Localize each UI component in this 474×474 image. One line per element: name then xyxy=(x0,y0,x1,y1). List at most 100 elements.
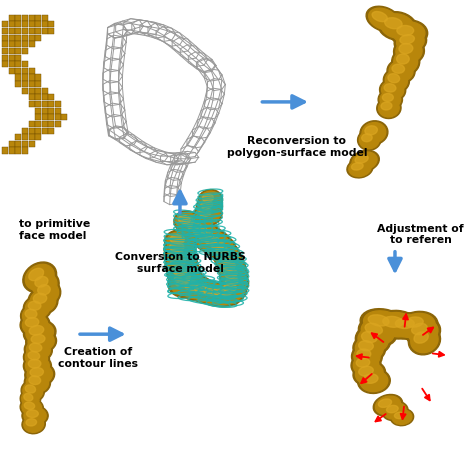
Bar xyxy=(9,48,15,54)
Ellipse shape xyxy=(393,38,424,64)
Ellipse shape xyxy=(349,160,371,176)
Bar xyxy=(28,134,35,140)
Ellipse shape xyxy=(397,31,424,52)
Ellipse shape xyxy=(185,281,201,291)
Ellipse shape xyxy=(411,328,438,353)
Ellipse shape xyxy=(167,232,194,252)
Bar xyxy=(35,114,41,120)
Ellipse shape xyxy=(383,316,403,328)
Ellipse shape xyxy=(351,163,363,170)
Ellipse shape xyxy=(379,99,399,117)
Bar xyxy=(42,88,47,94)
Ellipse shape xyxy=(408,319,438,344)
Ellipse shape xyxy=(22,391,39,407)
Ellipse shape xyxy=(365,126,377,135)
Ellipse shape xyxy=(24,402,35,410)
Bar xyxy=(9,68,15,74)
Ellipse shape xyxy=(364,374,378,383)
Ellipse shape xyxy=(31,334,45,344)
Bar xyxy=(35,121,41,127)
Ellipse shape xyxy=(395,319,414,328)
Bar xyxy=(22,134,28,140)
Bar xyxy=(9,141,15,147)
Ellipse shape xyxy=(378,12,417,40)
Ellipse shape xyxy=(29,268,44,281)
Bar xyxy=(9,55,15,61)
Bar xyxy=(22,15,28,21)
Ellipse shape xyxy=(365,323,383,335)
Bar xyxy=(2,21,9,27)
Ellipse shape xyxy=(200,232,213,241)
Ellipse shape xyxy=(22,400,42,416)
Ellipse shape xyxy=(394,50,418,73)
Bar xyxy=(35,94,41,100)
Ellipse shape xyxy=(394,412,405,419)
Ellipse shape xyxy=(225,269,237,278)
Ellipse shape xyxy=(377,98,401,118)
Bar xyxy=(28,94,35,100)
Ellipse shape xyxy=(373,394,402,416)
Ellipse shape xyxy=(26,373,48,392)
Ellipse shape xyxy=(190,223,217,243)
Ellipse shape xyxy=(393,22,425,45)
Bar xyxy=(48,101,54,107)
Ellipse shape xyxy=(384,403,406,419)
Ellipse shape xyxy=(25,318,39,327)
Ellipse shape xyxy=(211,240,224,250)
Bar xyxy=(22,28,28,34)
Bar xyxy=(28,88,35,94)
Ellipse shape xyxy=(198,197,220,216)
Bar xyxy=(35,128,41,134)
Ellipse shape xyxy=(392,48,420,75)
Ellipse shape xyxy=(205,236,219,245)
Ellipse shape xyxy=(362,123,386,143)
Ellipse shape xyxy=(33,279,61,306)
Ellipse shape xyxy=(217,251,241,271)
Ellipse shape xyxy=(180,215,203,234)
Bar xyxy=(9,28,15,34)
Ellipse shape xyxy=(372,11,387,22)
Ellipse shape xyxy=(392,410,412,424)
Ellipse shape xyxy=(170,250,184,259)
Ellipse shape xyxy=(178,213,206,236)
Ellipse shape xyxy=(356,363,383,384)
Bar xyxy=(22,21,28,27)
Bar xyxy=(55,114,61,120)
Ellipse shape xyxy=(181,278,211,299)
Ellipse shape xyxy=(361,319,394,344)
Ellipse shape xyxy=(27,365,53,384)
Bar xyxy=(22,41,28,47)
Bar xyxy=(2,35,9,41)
Ellipse shape xyxy=(399,44,413,54)
Ellipse shape xyxy=(356,337,383,360)
Ellipse shape xyxy=(389,61,413,81)
Ellipse shape xyxy=(216,246,229,256)
Ellipse shape xyxy=(22,406,48,426)
Bar xyxy=(28,121,35,127)
Bar xyxy=(22,81,28,87)
Ellipse shape xyxy=(196,205,220,224)
Bar xyxy=(35,108,41,114)
Ellipse shape xyxy=(170,243,184,252)
Bar xyxy=(55,121,61,127)
Ellipse shape xyxy=(30,290,56,312)
Ellipse shape xyxy=(166,239,193,259)
Ellipse shape xyxy=(199,208,211,216)
Ellipse shape xyxy=(182,217,212,239)
Bar xyxy=(42,121,47,127)
Ellipse shape xyxy=(30,271,59,298)
Bar xyxy=(22,141,28,147)
Ellipse shape xyxy=(215,249,243,273)
Ellipse shape xyxy=(26,264,54,290)
Ellipse shape xyxy=(222,265,246,286)
Ellipse shape xyxy=(201,201,213,209)
Ellipse shape xyxy=(23,262,56,292)
Ellipse shape xyxy=(168,271,206,298)
Ellipse shape xyxy=(397,26,414,36)
Bar xyxy=(16,61,21,67)
Ellipse shape xyxy=(362,134,372,142)
Bar xyxy=(9,41,15,47)
Ellipse shape xyxy=(198,190,222,210)
Ellipse shape xyxy=(388,313,430,339)
Text: Adjustment of
to referen: Adjustment of to referen xyxy=(377,224,464,246)
